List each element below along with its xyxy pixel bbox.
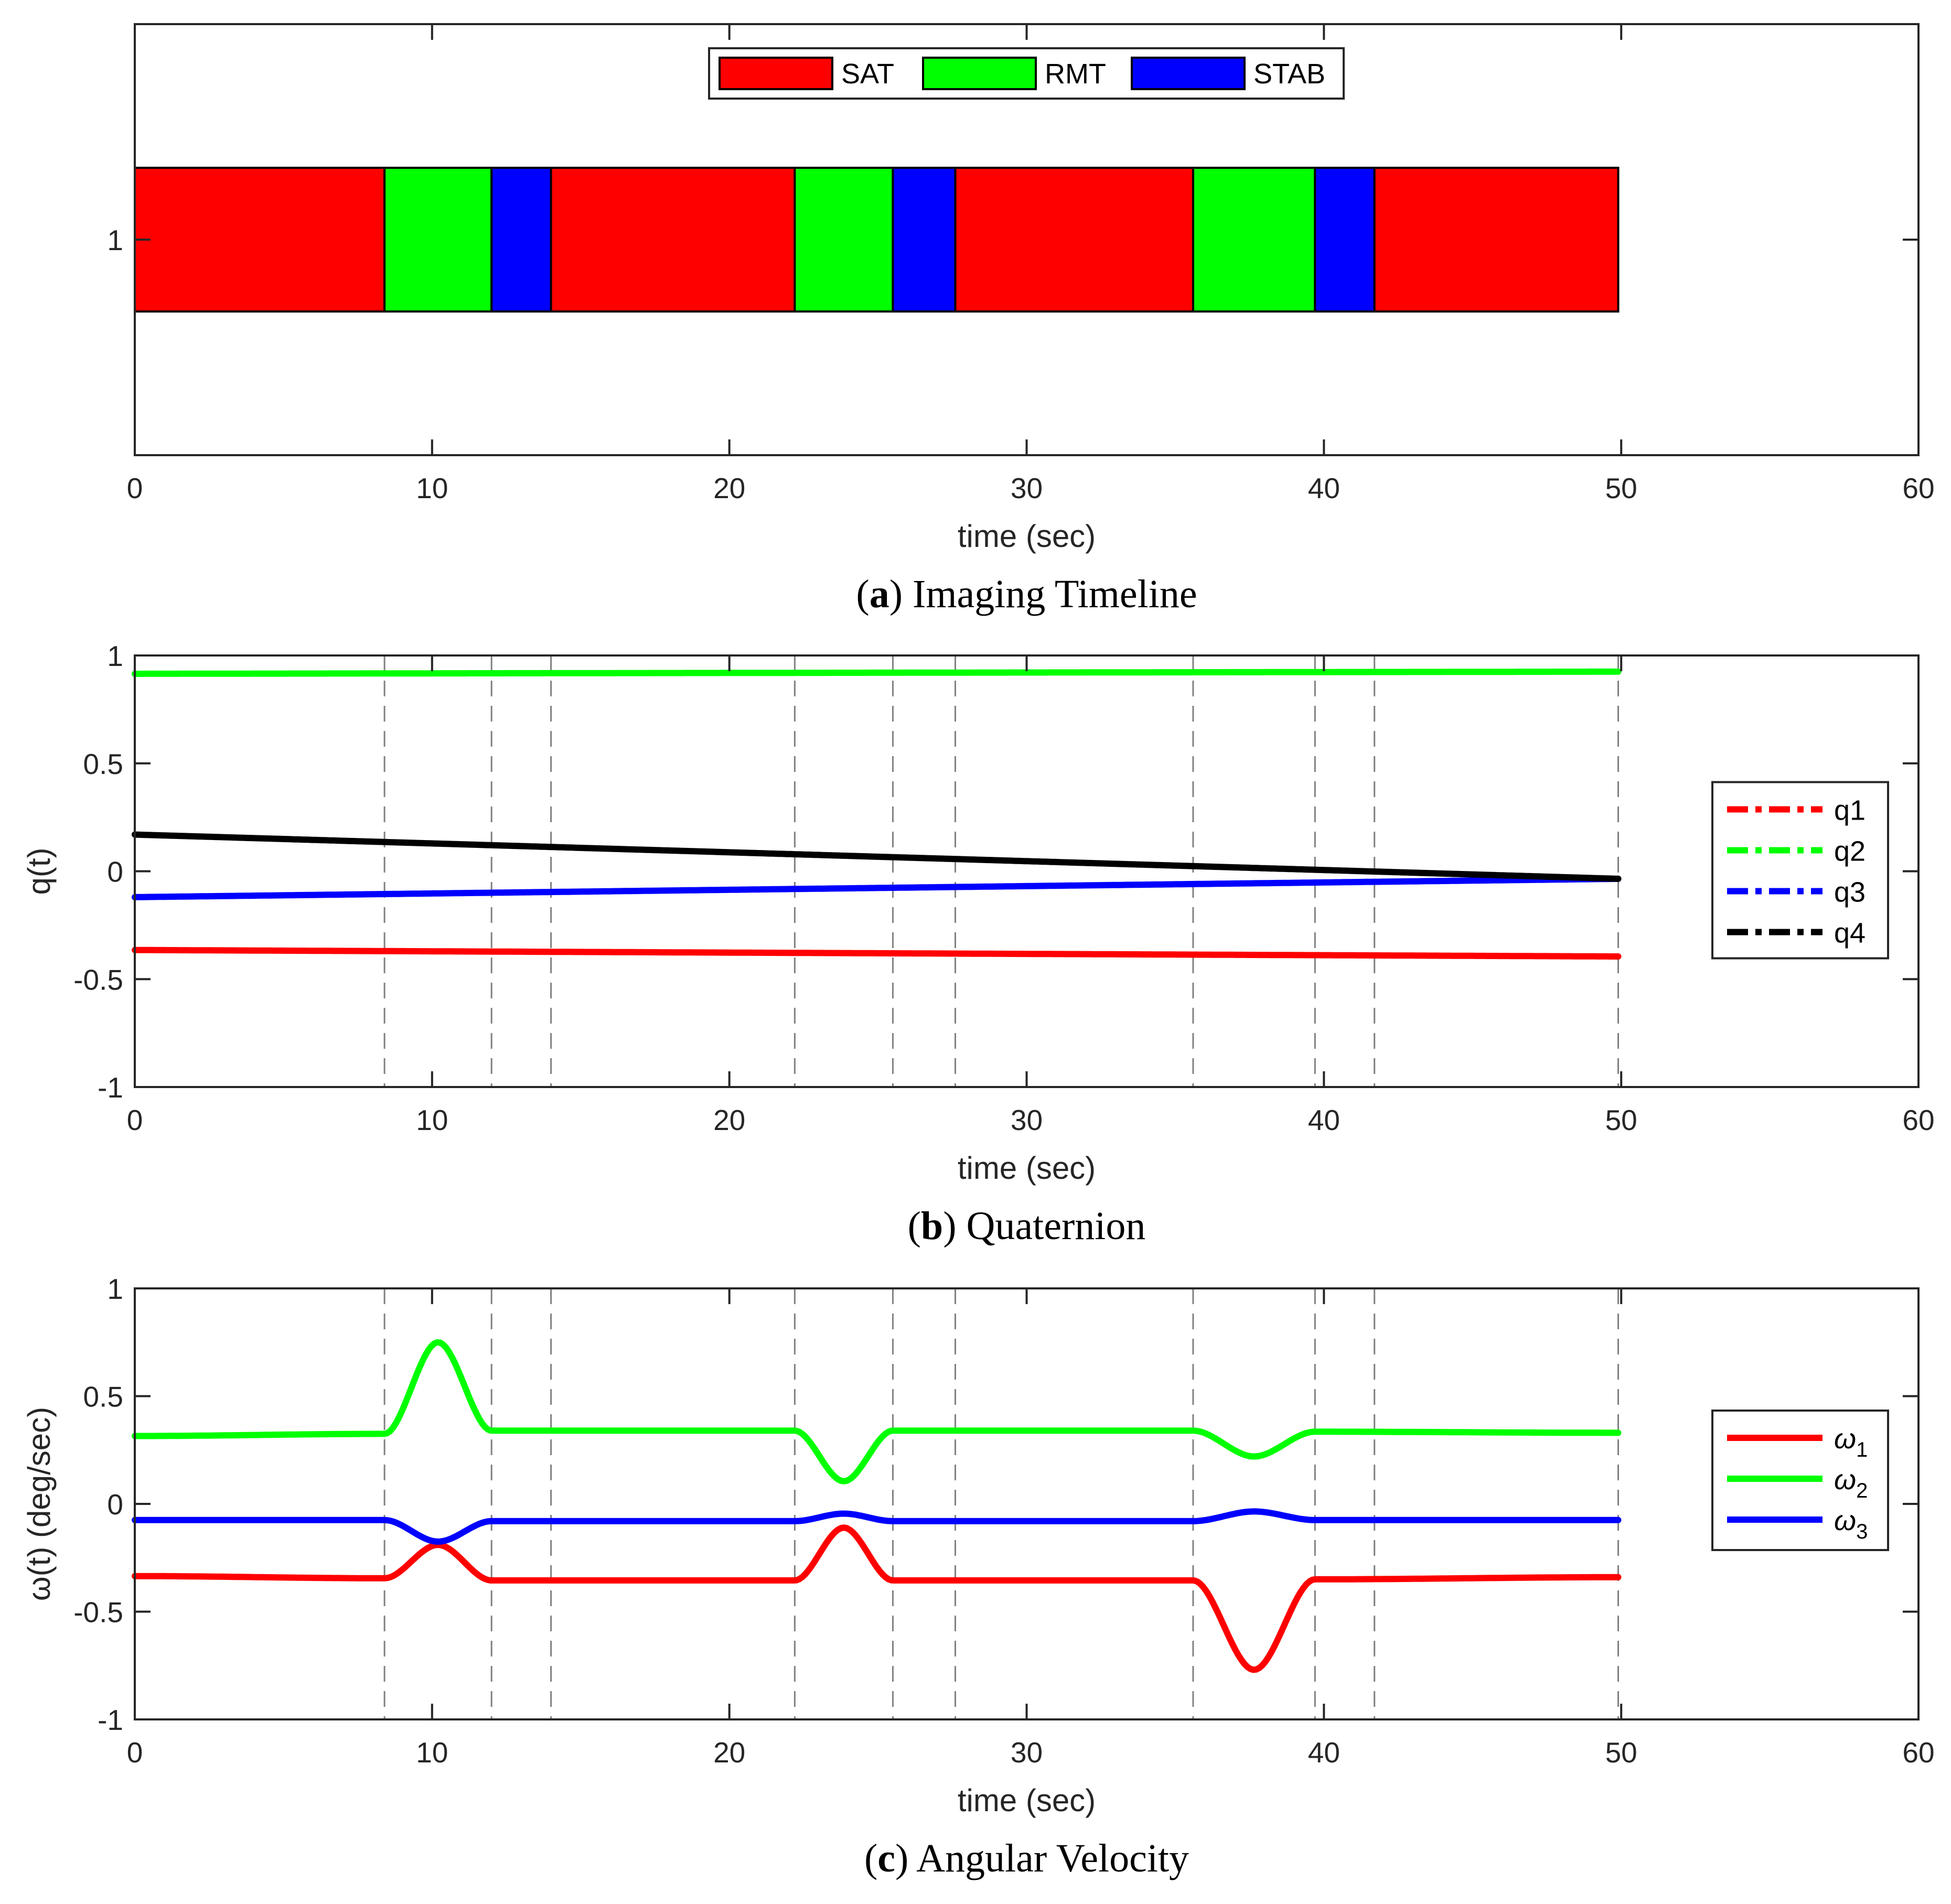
chart-panel-2: 0 10 20 30 40 50 60 1 0.5 0 -0.5 -1 time (sec) q(t) (b… <box>22 640 1935 1248</box>
caption-letter: c <box>877 1836 895 1880</box>
caption-paren-open: ( <box>856 572 869 616</box>
series-line-w2 <box>132 1339 1622 1485</box>
series-line-q2 <box>132 668 1622 677</box>
chart-panel-1: 0 10 20 30 40 50 60 1 time (sec) (a) Imaging Time… <box>107 23 1935 616</box>
x-tick-label: 60 <box>1902 1104 1934 1136</box>
timeline-segment-sat <box>550 166 796 313</box>
y-axis-label: ω(t) (deg/sec) <box>22 1407 57 1601</box>
series-line-w3 <box>132 1508 1622 1545</box>
y-tick-label: -1 <box>98 1071 123 1104</box>
x-tick-label: 20 <box>713 1104 745 1136</box>
x-axis-label: time (sec) <box>958 1783 1096 1818</box>
x-tick-label: 20 <box>713 1736 745 1769</box>
caption-text: Angular Velocity <box>916 1836 1189 1880</box>
x-axis-label: time (sec) <box>958 1150 1096 1186</box>
x-tick-label: 50 <box>1605 1736 1637 1769</box>
x-tick-label: 30 <box>1011 472 1043 504</box>
x-tick-label: 40 <box>1308 1736 1340 1769</box>
plot-area <box>135 655 1918 1087</box>
caption-paren-close: ) <box>889 572 913 616</box>
legend-label-name: q4 <box>1834 918 1866 949</box>
legend-label-subscript: 3 <box>1856 1520 1868 1543</box>
caption-text: Imaging Timeline <box>913 572 1197 616</box>
y-tick-label: 0.5 <box>83 748 123 780</box>
caption-text: Quaternion <box>967 1204 1146 1248</box>
chart-panel-3: 0 10 20 30 40 50 60 1 0.5 0 -0.5 -1 time (sec) ω(t) (… <box>22 1273 1935 1880</box>
y-tick-label: -0.5 <box>73 1596 123 1629</box>
caption-paren-open: ( <box>908 1204 921 1248</box>
panel-caption: (c) Angular Velocity <box>864 1836 1189 1880</box>
legend-label: ω1 <box>1834 1423 1868 1461</box>
x-tick-label: 0 <box>127 1736 143 1769</box>
panel-caption: (b) Quaternion <box>908 1204 1146 1248</box>
caption-letter: a <box>870 572 889 616</box>
y-tick-label: 1 <box>107 1273 123 1305</box>
timeline-segment-sat <box>134 166 386 313</box>
y-tick-label: 0 <box>107 856 123 888</box>
x-tick-label: 60 <box>1902 472 1934 504</box>
legend-label: ω2 <box>1834 1464 1868 1502</box>
timeline-segment-stab <box>892 166 957 313</box>
legend-label-name: q2 <box>1834 836 1866 867</box>
legend-swatch-stab <box>1131 57 1246 90</box>
legend-label-stab: STAB <box>1253 58 1325 90</box>
legend-label-name: ω <box>1834 1464 1856 1496</box>
timeline-segment-rmt <box>383 166 493 313</box>
legend-label-subscript: 2 <box>1856 1479 1868 1502</box>
caption-paren-close: ) <box>943 1204 966 1248</box>
x-tick-label: 60 <box>1902 1736 1934 1769</box>
legend-label-name: q3 <box>1834 877 1866 908</box>
x-tick-label: 40 <box>1308 1104 1340 1136</box>
legend-label: q1 <box>1834 795 1866 826</box>
y-tick-label: -0.5 <box>73 963 123 996</box>
x-tick-label: 50 <box>1605 1104 1637 1136</box>
y-tick-label: 1 <box>107 224 123 256</box>
x-tick-label: 30 <box>1011 1104 1043 1136</box>
legend-label-rmt: RMT <box>1045 58 1106 90</box>
series-line-q4 <box>132 831 1622 882</box>
series-line-w1 <box>132 1524 1622 1673</box>
caption-paren-close: ) <box>895 1836 916 1880</box>
timeline-segment-sat <box>1373 166 1620 313</box>
panel-caption: (a) Imaging Timeline <box>856 572 1197 616</box>
timeline-segment-stab <box>490 166 552 313</box>
y-tick-label: 1 <box>107 640 123 672</box>
caption-paren-open: ( <box>864 1836 877 1880</box>
timeline-segment-stab <box>1314 166 1376 313</box>
x-tick-label: 10 <box>416 472 448 504</box>
x-tick-label: 50 <box>1605 472 1637 504</box>
y-tick-label: 0.5 <box>83 1381 123 1413</box>
x-tick-label: 20 <box>713 472 745 504</box>
x-tick-label: 0 <box>127 472 143 504</box>
caption-letter: b <box>921 1204 943 1248</box>
series-line-q1 <box>132 946 1622 960</box>
legend-label: q4 <box>1834 918 1866 949</box>
timeline-segment-rmt <box>1192 166 1316 313</box>
x-tick-label: 0 <box>127 1104 143 1136</box>
y-tick-label: -1 <box>98 1704 123 1736</box>
x-tick-label: 30 <box>1011 1736 1043 1769</box>
legend-label-name: q1 <box>1834 795 1866 826</box>
y-axis-label: q(t) <box>22 848 57 895</box>
legend-swatch-rmt <box>922 57 1037 90</box>
x-tick-label: 40 <box>1308 472 1340 504</box>
legend-label-subscript: 1 <box>1856 1438 1868 1461</box>
legend-label-name: ω <box>1834 1423 1856 1455</box>
legend-label-name: ω <box>1834 1505 1856 1536</box>
timeline-segment-sat <box>954 166 1194 313</box>
timeline-segment-rmt <box>794 166 894 313</box>
x-axis-label: time (sec) <box>958 519 1096 554</box>
x-tick-label: 10 <box>416 1104 448 1136</box>
legend-label: q2 <box>1834 836 1866 867</box>
x-tick-label: 10 <box>416 1736 448 1769</box>
legend-label: q3 <box>1834 877 1866 908</box>
plot-area <box>135 1288 1918 1719</box>
legend-label: ω3 <box>1834 1505 1868 1543</box>
series-line-q3 <box>132 875 1622 900</box>
legend-label-sat: SAT <box>841 58 894 90</box>
legend-swatch-sat <box>719 57 833 90</box>
y-tick-label: 0 <box>107 1488 123 1521</box>
